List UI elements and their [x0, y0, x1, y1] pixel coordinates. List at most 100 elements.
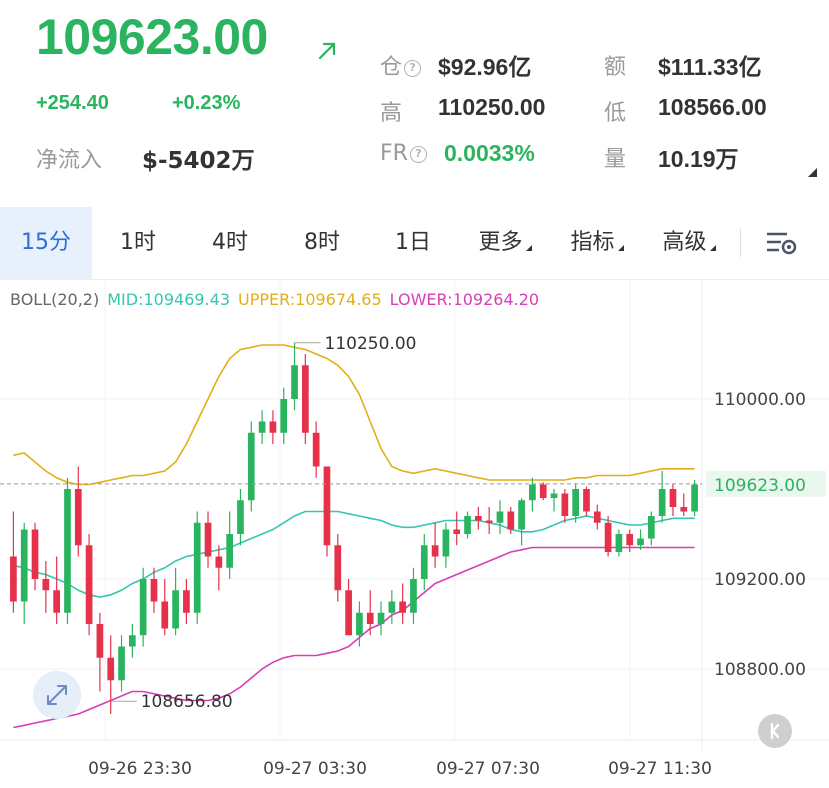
candle [377, 601, 385, 636]
netflow-label: 净流入 [36, 148, 103, 173]
turnover-label: 额 [604, 55, 627, 80]
arrow-up-right-icon [318, 42, 336, 60]
netflow-value: $-5402万 [142, 148, 255, 174]
help-icon[interactable]: ? [409, 145, 427, 163]
current-price-label: 109623.00 [714, 476, 806, 496]
candle [637, 529, 644, 550]
low-label: 低 [604, 101, 627, 126]
boll-legend: BOLL(20,2) MID:109469.43 UPPER:109674.65 LO… [10, 290, 547, 309]
x-tick-label: 09-26 23:30 [88, 759, 192, 779]
candle [118, 635, 125, 692]
candle [518, 498, 525, 546]
candle [658, 471, 666, 523]
tab-1h[interactable]: 1时 [120, 230, 156, 255]
high-marker-label: 110250.00 [325, 334, 417, 354]
candle [529, 477, 536, 512]
high-value: 110250.00 [438, 94, 546, 120]
open-interest-label: 仓? [380, 49, 422, 81]
volume-label: 量 [604, 147, 627, 172]
tab-4h[interactable]: 4时 [212, 230, 248, 255]
candle [410, 567, 417, 624]
chart-canvas[interactable]: 109623.00 110000.00 109200.00 108800.00 09-2… [0, 280, 829, 788]
candle [128, 624, 136, 658]
candle [691, 480, 698, 516]
ticker-header: 109623.00 +254.40 +0.23% 净流入 $-5402万 仓? … [0, 0, 829, 198]
current-price-tag [706, 470, 826, 497]
change-absolute: +254.40 [36, 92, 109, 114]
tab-8h[interactable]: 8时 [304, 230, 340, 255]
candle [572, 484, 580, 523]
boll-upper: UPPER:109674.65 [238, 290, 382, 309]
candle [647, 511, 655, 546]
candle [583, 486, 590, 516]
interval-tabs: 15分 1时 4时 8时 1日 更多 指标 高级 [0, 207, 829, 279]
volume-value: 10.19万 [658, 146, 739, 172]
candle [474, 507, 482, 530]
candle [431, 522, 439, 568]
candle [334, 534, 342, 602]
boll-name: BOLL(20,2) [10, 290, 100, 309]
funding-rate-label: FR? [380, 141, 427, 166]
k-back-button[interactable] [758, 714, 792, 748]
tab-1d[interactable]: 1日 [395, 230, 431, 255]
candle [193, 511, 201, 624]
candle [291, 342, 298, 411]
expand-stats-icon[interactable] [808, 168, 817, 177]
candle [345, 579, 352, 636]
candle [85, 534, 93, 636]
candle [139, 567, 147, 647]
candle [399, 583, 407, 624]
candle [388, 590, 396, 624]
dropdown-icon [617, 245, 624, 251]
candle [680, 493, 688, 516]
candle [258, 410, 266, 444]
change-percent: +0.23% [172, 92, 241, 114]
tab-indicators[interactable]: 指标 [552, 207, 642, 279]
candle [20, 522, 28, 624]
y-tick-label: 109200.00 [714, 570, 806, 590]
candle [96, 612, 104, 692]
candle [247, 421, 255, 512]
candle [161, 579, 169, 636]
candle [604, 516, 612, 557]
y-tick-label: 108800.00 [714, 660, 806, 680]
open-interest-value: $92.96亿 [438, 54, 532, 80]
candle [64, 477, 71, 624]
candle [42, 561, 50, 613]
candle [10, 511, 17, 613]
turnover-value: $111.33亿 [658, 54, 762, 80]
x-tick-label: 09-27 11:30 [608, 759, 712, 779]
candle [496, 500, 504, 534]
candle [150, 567, 158, 613]
candle [507, 507, 515, 534]
candle [301, 354, 309, 444]
boll-lower: LOWER:109264.20 [389, 290, 540, 309]
help-icon[interactable]: ? [404, 59, 422, 77]
candle [31, 522, 39, 591]
tab-more[interactable]: 更多 [460, 207, 550, 279]
tab-advanced[interactable]: 高级 [644, 207, 734, 279]
candlestick-chart[interactable]: BOLL(20,2) MID:109469.43 UPPER:109674.65 LO… [0, 280, 829, 788]
candle [615, 529, 623, 557]
candle [561, 489, 569, 523]
x-tick-label: 09-27 03:30 [263, 759, 367, 779]
candle [215, 545, 223, 591]
dropdown-icon [525, 245, 532, 251]
candle [280, 387, 288, 444]
candle [420, 534, 428, 591]
chart-settings-icon[interactable] [764, 228, 798, 258]
high-label: 高 [380, 101, 403, 126]
funding-rate-value: 0.0033% [444, 140, 535, 166]
candle [312, 421, 320, 478]
candle [356, 601, 363, 647]
low-marker-label: 108656.80 [141, 692, 233, 712]
candle [593, 504, 601, 530]
candle [172, 567, 179, 636]
candle [237, 489, 244, 546]
tab-15m[interactable]: 15分 [0, 207, 92, 279]
y-tick-label: 110000.00 [714, 390, 806, 410]
candle [269, 410, 277, 444]
candle [485, 507, 493, 534]
fullscreen-button[interactable] [33, 671, 81, 719]
dropdown-icon [709, 245, 716, 251]
